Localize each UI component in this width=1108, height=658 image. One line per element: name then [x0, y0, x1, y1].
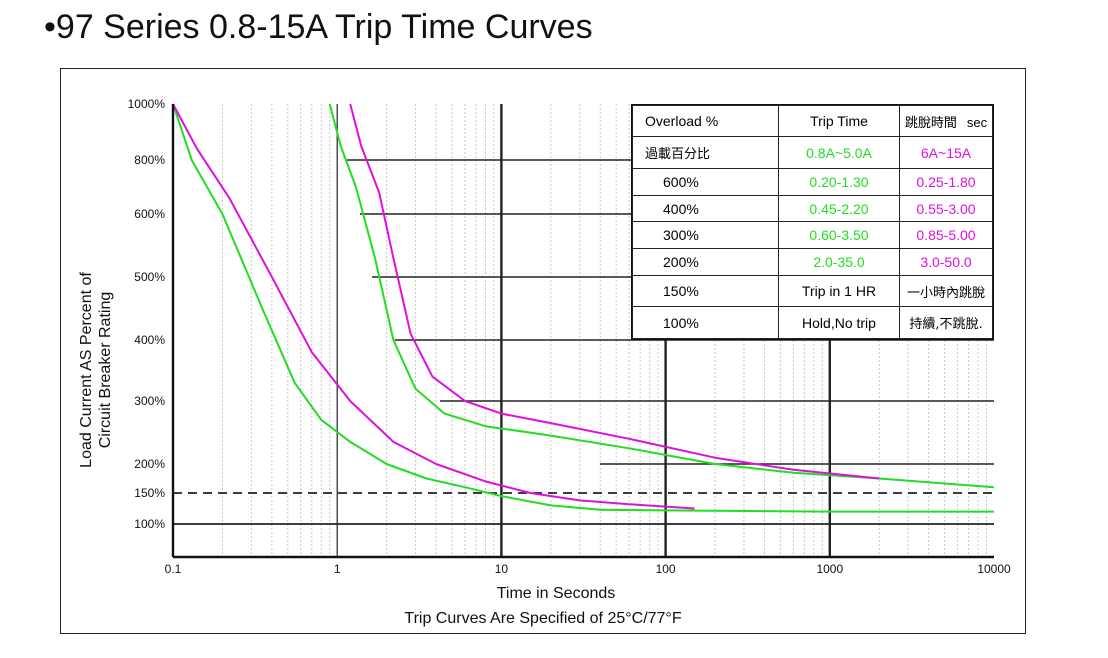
axes — [171, 104, 994, 559]
row-trip-time: Hold,No trip — [778, 306, 900, 339]
row-note: 持續,不跳脫. — [899, 306, 993, 339]
table-header-row: Overload % Trip Time 跳脫時間 sec — [632, 104, 993, 138]
trip-time-table: Overload % Trip Time 跳脫時間 sec 過載百分比 0.8A~… — [631, 104, 994, 340]
row-overload: 100% — [632, 306, 779, 339]
row-large-time: 0.85-5.00 — [899, 221, 993, 250]
y-axis-title-line2: Circuit Breaker Rating — [97, 292, 114, 449]
subheader-small-range: 0.8A~5.0A — [778, 136, 900, 169]
header-trip-time-cn-label: 跳脫時間 — [904, 115, 957, 131]
trip-curves — [172, 103, 995, 513]
y-axis-title-line1: Load Current AS Percent of — [78, 272, 95, 468]
minor-grid — [221, 104, 987, 557]
row-overload: 200% — [632, 248, 779, 276]
x-tick-label: 10000 — [977, 562, 1011, 576]
y-tick-label: 200% — [134, 457, 165, 471]
y-tick-label: 500% — [134, 270, 165, 284]
row-large-time: 0.55-3.00 — [899, 194, 993, 223]
row-trip-time: Trip in 1 HR — [778, 274, 900, 308]
subheader-overload-cn: 過載百分比 — [632, 136, 779, 169]
chart-footnote: Trip Curves Are Specified of 25°C/77°F — [404, 610, 681, 627]
table-row: 150% Trip in 1 HR 一小時內跳脫 — [632, 274, 993, 308]
row-overload: 150% — [632, 274, 779, 308]
row-overload: 400% — [632, 194, 779, 223]
row-small-time: 0.60-3.50 — [778, 221, 900, 250]
x-tick-labels: 0.1 1 10 100 1000 10000 — [165, 562, 1011, 576]
y-tick-labels: 100% 150% 200% 300% 400% 500% 600% 800% 1000% — [128, 97, 166, 531]
table-row: 300% 0.60-3.50 0.85-5.00 — [632, 221, 993, 250]
trip-curve-1 — [172, 103, 994, 513]
x-tick-label: 10 — [495, 562, 509, 576]
row-small-time: 0.20-1.30 — [778, 167, 900, 196]
row-overload: 300% — [632, 221, 779, 250]
header-trip-time: Trip Time — [778, 104, 900, 138]
trip-curve-2 — [172, 103, 695, 510]
row-small-time: 2.0-35.0 — [778, 248, 900, 276]
x-axis-title: Time in Seconds — [497, 585, 616, 602]
y-tick-label: 150% — [134, 486, 165, 500]
row-small-time: 0.45-2.20 — [778, 194, 900, 223]
row-large-time: 3.0-50.0 — [899, 248, 993, 276]
trip-curve-4 — [349, 103, 880, 480]
y-tick-label: 600% — [134, 207, 165, 221]
row-large-time: 0.25-1.80 — [899, 167, 993, 196]
subheader-large-range: 6A~15A — [899, 136, 993, 169]
table-subheader-row: 過載百分比 0.8A~5.0A 6A~15A — [632, 136, 993, 169]
page-title: •97 Series 0.8-15A Trip Time Curves — [44, 8, 593, 46]
table-row: 200% 2.0-35.0 3.0-50.0 — [632, 248, 993, 276]
x-tick-label: 100 — [656, 562, 676, 576]
y-tick-label: 300% — [134, 394, 165, 408]
y-tick-label: 1000% — [128, 97, 166, 111]
y-tick-label: 400% — [134, 333, 165, 347]
y-tick-label: 800% — [134, 153, 165, 167]
header-trip-time-cn: 跳脫時間 sec — [899, 104, 993, 138]
x-tick-label: 1 — [334, 562, 341, 576]
row-overload: 600% — [632, 167, 779, 196]
table-row: 400% 0.45-2.20 0.55-3.00 — [632, 194, 993, 223]
trip-curve-3 — [328, 103, 995, 489]
x-tick-label: 1000 — [816, 562, 843, 576]
y-tick-label: 100% — [134, 517, 165, 531]
table-row: 100% Hold,No trip 持續,不跳脫. — [632, 306, 993, 339]
x-tick-label: 0.1 — [165, 562, 182, 576]
chart-frame — [60, 68, 1026, 634]
header-overload: Overload % — [632, 104, 779, 138]
header-unit: sec — [966, 114, 988, 130]
row-note: 一小時內跳脫 — [899, 274, 993, 308]
table-row: 600% 0.20-1.30 0.25-1.80 — [632, 167, 993, 196]
